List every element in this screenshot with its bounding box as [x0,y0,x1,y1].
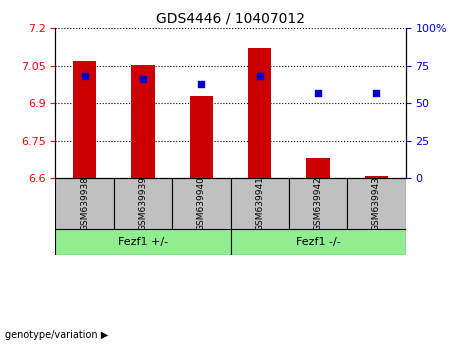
Point [373,90,380,96]
Text: GSM639940: GSM639940 [197,176,206,231]
FancyBboxPatch shape [230,229,406,255]
Bar [248,48,272,178]
FancyBboxPatch shape [230,178,289,229]
Text: GSM639941: GSM639941 [255,176,264,231]
Text: Fezf1 -/-: Fezf1 -/- [296,237,341,247]
Bar [307,158,330,178]
FancyBboxPatch shape [55,229,230,255]
Text: GSM639943: GSM639943 [372,176,381,231]
Point [198,81,205,86]
Point [139,76,147,82]
Text: GSM639938: GSM639938 [80,176,89,231]
FancyBboxPatch shape [347,178,406,229]
Text: GSM639942: GSM639942 [313,176,323,231]
Bar [189,96,213,178]
Bar [365,176,388,178]
Bar [131,65,154,178]
FancyBboxPatch shape [172,178,230,229]
Title: GDS4446 / 10407012: GDS4446 / 10407012 [156,12,305,26]
Point [256,73,263,79]
Point [314,90,322,96]
FancyBboxPatch shape [55,178,114,229]
FancyBboxPatch shape [289,178,347,229]
Text: genotype/variation ▶: genotype/variation ▶ [5,330,108,339]
FancyBboxPatch shape [114,178,172,229]
Point [81,73,88,79]
Text: Fezf1 +/-: Fezf1 +/- [118,237,168,247]
Bar [73,61,96,178]
Text: GSM639939: GSM639939 [138,176,148,231]
